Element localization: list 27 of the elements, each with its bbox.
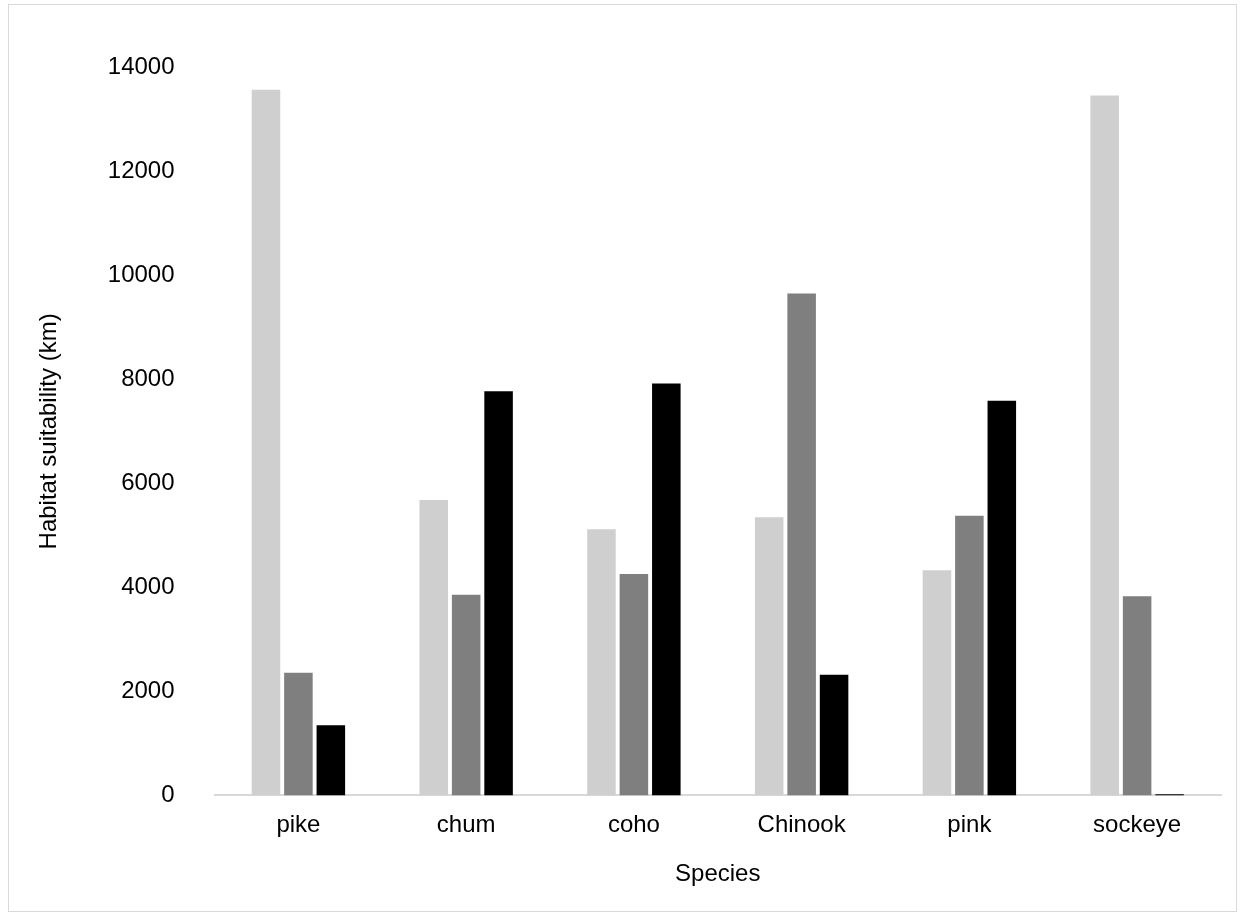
y-tick-label: 6000 bbox=[121, 468, 175, 496]
bar bbox=[484, 391, 513, 796]
y-tick-label: 8000 bbox=[121, 364, 175, 392]
bar bbox=[955, 515, 984, 796]
bar bbox=[451, 594, 481, 796]
x-tick-label: pike bbox=[276, 810, 321, 838]
y-tick-label: 14000 bbox=[107, 52, 175, 80]
y-tick-label: 12000 bbox=[107, 156, 175, 184]
bar bbox=[619, 573, 649, 796]
y-tick-label: 0 bbox=[161, 780, 175, 808]
bar bbox=[316, 725, 346, 796]
x-tick-label: pink bbox=[947, 810, 993, 838]
bar bbox=[652, 383, 681, 796]
x-tick-label: coho bbox=[607, 810, 660, 838]
x-tick-label: sockeye bbox=[1093, 810, 1182, 838]
x-axis-title: Species bbox=[675, 859, 761, 887]
bar bbox=[284, 672, 313, 796]
bar bbox=[987, 400, 1017, 796]
bar bbox=[819, 674, 849, 796]
y-axis-title: Habitat suitability (km) bbox=[34, 313, 62, 550]
bar bbox=[1122, 596, 1152, 796]
y-tick-label: 4000 bbox=[121, 572, 175, 600]
bar bbox=[787, 293, 816, 796]
x-tick-label: Chinook bbox=[757, 810, 847, 838]
y-tick-label: 2000 bbox=[121, 676, 175, 704]
y-tick-label: 10000 bbox=[107, 260, 175, 288]
x-tick-label: chum bbox=[436, 810, 496, 838]
